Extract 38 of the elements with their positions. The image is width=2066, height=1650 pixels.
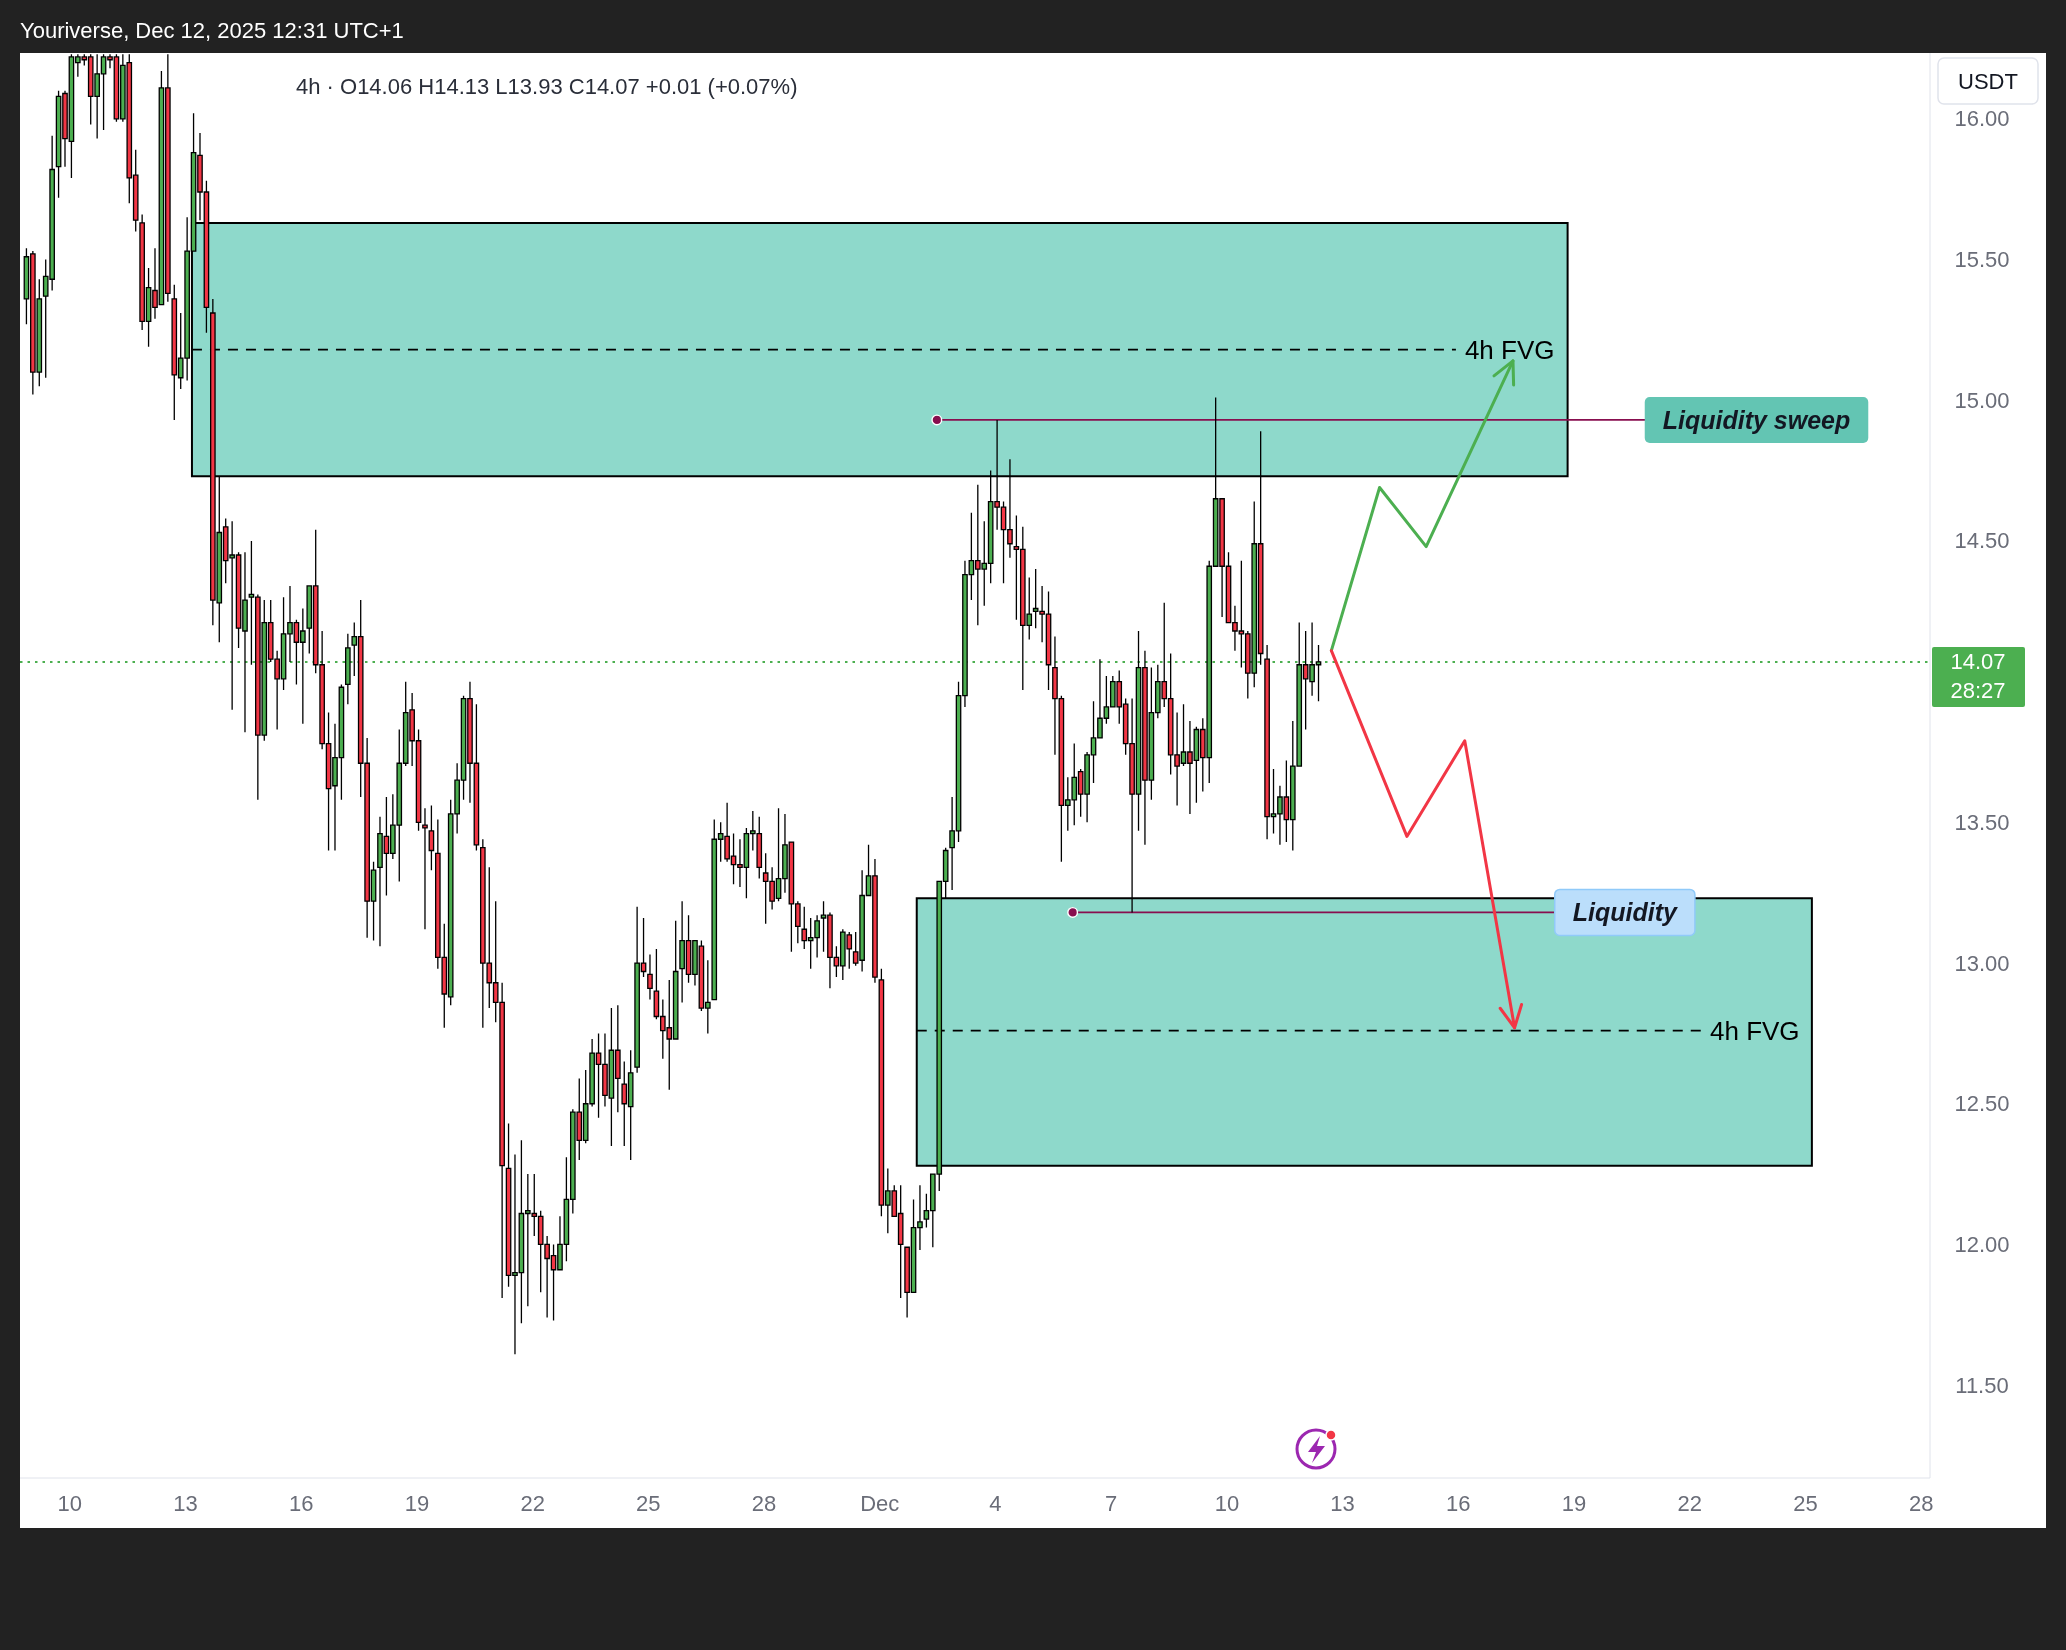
candlestick [647,953,653,1001]
ref-line-label: 14.07 [1950,649,2006,675]
x-tick-label: 22 [520,1490,545,1516]
x-tick-label: 10 [1214,1490,1240,1516]
x-tick-label: 28 [1908,1490,1934,1516]
text: 4h · O14.06 H14.13 L13.93 C14.07 +0.01 (+0.07%) [296,73,798,99]
y-tick-label: 16.00 [1954,106,2010,132]
text: 28:27 [1950,678,2006,704]
x-tick-label: 13 [1330,1490,1355,1516]
series-label: Liquidity [1572,898,1678,927]
y-tick-label: 14.50 [1954,528,2010,554]
x-tick-label: 13 [173,1490,198,1516]
x-tick-label: 10 [57,1490,83,1516]
x-tick-label: 4 [989,1490,1002,1516]
candlestick [422,807,428,930]
y-tick-label: 13.50 [1954,809,2010,835]
x-tick-label: Dec [860,1490,900,1516]
y-tick-label: 12.00 [1954,1231,2010,1257]
y-axis-title: USDT [1958,68,2018,94]
x-tick-label: 16 [288,1490,314,1516]
y-tick-label: 12.50 [1954,1091,2010,1117]
series-label: 4h FVG [1464,334,1555,365]
series-label: Liquidity sweep [1662,405,1851,434]
x-tick-label: 19 [404,1490,430,1516]
x-tick-label: 7 [1105,1490,1118,1516]
candlestick [428,804,435,871]
y-tick-label: 15.50 [1954,247,2010,273]
x-tick-label: 19 [1561,1490,1587,1516]
y-tick-label: 15.00 [1954,387,2010,413]
chart-title: Youriverse, Dec 12, 2025 12:31 UTC+1 [20,17,404,43]
x-tick-label: 16 [1446,1490,1471,1516]
x-tick-label: 28 [751,1490,777,1516]
x-tick-label: 25 [636,1490,661,1516]
y-tick-label: 13.00 [1954,950,2010,976]
x-tick-label: 25 [1793,1490,1818,1516]
x-tick-label: 22 [1677,1490,1702,1516]
series-label: 4h FVG [1709,1015,1800,1046]
y-tick-label: 11.50 [1955,1372,2009,1398]
